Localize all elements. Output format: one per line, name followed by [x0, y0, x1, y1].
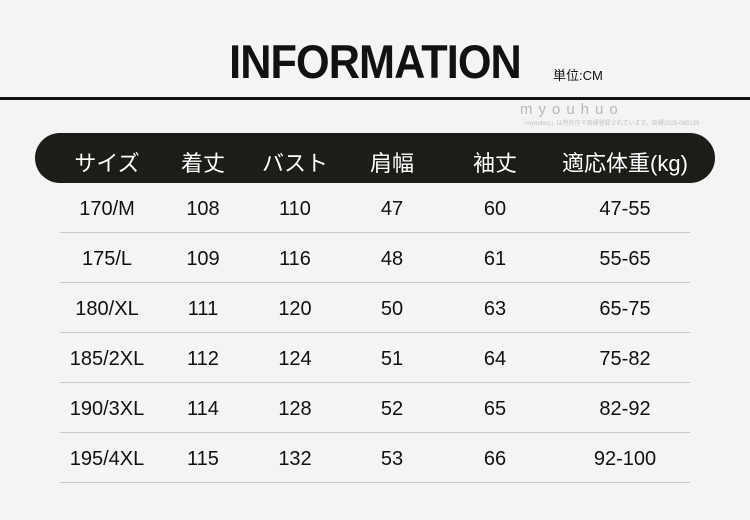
table-cell: 116 — [279, 248, 311, 270]
table-cell: 108 — [186, 198, 220, 220]
column-header: 袖丈 — [472, 151, 517, 176]
table-cell: 64 — [483, 348, 507, 370]
table-row: 180/XL 111 120 50 63 65-75 — [0, 284, 750, 334]
table-cell: 112 — [187, 348, 219, 370]
table-cell: 75-82 — [599, 348, 651, 370]
table-cell: 132 — [278, 448, 312, 470]
table-cell: 111 — [187, 298, 219, 320]
table-cell: 185/2XL — [69, 348, 145, 370]
table-cell: 63 — [483, 298, 507, 320]
table-cell: 175/L — [81, 248, 133, 270]
table-row: 190/3XL 114 128 52 65 82-92 — [0, 384, 750, 434]
column-header: 適応体重(kg) — [562, 151, 688, 176]
unit-label: 単位:CM — [553, 68, 603, 83]
row-divider — [60, 332, 690, 333]
row-divider — [60, 282, 690, 283]
table-cell: 65-75 — [599, 298, 651, 320]
table-cell: 51 — [380, 348, 404, 370]
table-cell: 114 — [187, 398, 219, 420]
row-divider — [60, 482, 690, 483]
table-row: 175/L 109 116 48 61 55-65 — [0, 234, 750, 284]
row-divider — [60, 432, 690, 433]
table-cell: 47-55 — [599, 198, 651, 220]
table-cell: 48 — [380, 248, 404, 270]
table-cell: 53 — [380, 448, 404, 470]
table-row: 185/2XL 112 124 51 64 75-82 — [0, 334, 750, 384]
table-cell: 195/4XL — [69, 448, 145, 470]
table-header: サイズ 着丈 バスト 肩幅 袖丈 適応体重(kg) — [35, 133, 715, 183]
column-header: サイズ — [74, 151, 140, 176]
table-cell: 109 — [186, 248, 220, 270]
table-cell: 66 — [483, 448, 507, 470]
table-cell: 52 — [380, 398, 404, 420]
divider — [0, 97, 750, 100]
table-cell: 55-65 — [599, 248, 651, 270]
table-cell: 115 — [187, 448, 219, 470]
table-cell: 61 — [483, 248, 507, 270]
table-cell: 190/3XL — [69, 398, 145, 420]
watermark-note: 「myouhuo」は特許庁で商標登録されています。商標2025-085139 — [520, 121, 700, 127]
watermark: myouhuo — [520, 101, 624, 118]
table-cell: 47 — [380, 198, 404, 220]
table-cell: 82-92 — [599, 398, 651, 420]
table-cell: 65 — [483, 398, 507, 420]
column-header: 着丈 — [180, 151, 225, 176]
table-cell: 60 — [483, 198, 507, 220]
table-cell: 110 — [279, 198, 311, 220]
column-header: 肩幅 — [369, 151, 414, 176]
row-divider — [60, 382, 690, 383]
table-cell: 124 — [278, 348, 312, 370]
table-cell: 120 — [278, 298, 312, 320]
column-header: バスト — [261, 151, 328, 176]
table-row: 195/4XL 115 132 53 66 92-100 — [0, 434, 750, 484]
table-cell: 50 — [380, 298, 404, 320]
table-cell: 92-100 — [593, 448, 657, 470]
table-cell: 128 — [278, 398, 312, 420]
table-cell: 180/XL — [75, 298, 139, 320]
page-title: INFORMATION — [229, 35, 522, 88]
row-divider — [60, 232, 690, 233]
table-row: 170/M 108 110 47 60 47-55 — [0, 184, 750, 234]
table-cell: 170/M — [79, 198, 135, 220]
